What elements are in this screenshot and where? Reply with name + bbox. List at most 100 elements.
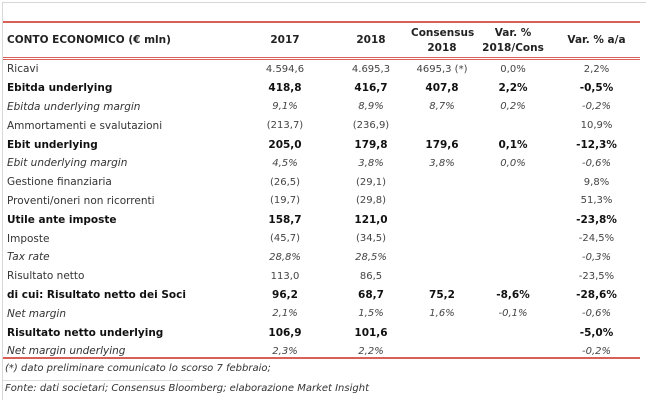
cell-consensus-2018: 179,6 [425, 138, 459, 151]
cell-2017: (213,7) [266, 120, 304, 132]
cell-var-2018-cons: 0,0% [500, 157, 526, 169]
cell-consensus-2018 [411, 210, 473, 229]
cell-var-2018-cons: 0,0% [500, 63, 526, 75]
cell-consensus-2018 [411, 192, 473, 211]
cell-2017: 2,1% [272, 308, 298, 320]
header-2018: 2018 [331, 24, 411, 59]
cell-2018: 416,7 [354, 82, 388, 95]
cell-var-2018-cons [473, 173, 553, 192]
cell-2018: 4.695,3 [351, 63, 391, 75]
cell-var-a-a: -0,2% [581, 345, 611, 357]
cell-label: Gestione finanziaria [7, 176, 112, 189]
cell-consensus-2018: 75,2 [429, 288, 455, 301]
cell-2018: (29,8) [355, 195, 387, 207]
cell-consensus-2018: 8,7% [429, 101, 455, 113]
cell-var-a-a: -23,5% [578, 270, 615, 282]
cell-label: Risultato netto underlying [7, 326, 164, 339]
cell-var-2018-cons [473, 229, 553, 248]
cell-label: Ebitda underlying margin [7, 100, 141, 113]
table-row: Ebitda underlying margin 9,1% 8,9% 8,7% 0,2%… [3, 98, 640, 117]
cell-label: Ebit underlying [7, 138, 98, 151]
table-row: Ebit underlying 205,0 179,8 179,6 0,1% -12,3% [3, 135, 640, 154]
cell-var-a-a: -0,3% [581, 251, 611, 263]
cell-var-a-a: 9,8% [583, 176, 610, 188]
table-row: di cui: Risultato netto dei Soci 96,2 68,7… [3, 286, 640, 305]
cell-var-2018-cons: 0,2% [500, 101, 526, 113]
cell-2017: 96,2 [272, 288, 298, 301]
cell-var-2018-cons [473, 248, 553, 267]
cell-2017: (45,7) [269, 233, 301, 245]
cell-var-a-a: -23,8% [576, 213, 617, 226]
cell-var-a-a: 51,3% [580, 195, 613, 207]
cell-2017: 158,7 [268, 213, 302, 226]
cell-2018: 8,9% [358, 101, 384, 113]
header-label: CONTO ECONOMICO (€ mln) [3, 24, 239, 59]
cell-2018: 101,6 [354, 326, 388, 339]
table-row: Imposte (45,7) (34,5) -24,5% [3, 229, 640, 248]
cell-consensus-2018: 1,6% [429, 308, 455, 320]
header-text: 2018 [356, 34, 386, 46]
header-text: Var. % a/a [567, 34, 626, 46]
cell-2017: 4.594,6 [265, 63, 305, 75]
cell-2018: (34,5) [355, 233, 387, 245]
header-text: 2018 [427, 41, 457, 54]
table-row: Proventi/oneri non ricorrenti (19,7) (29,8… [3, 192, 640, 211]
table-row: Gestione finanziaria (26,5) (29,1) 9,8% [3, 173, 640, 192]
header-text: Var. % [494, 26, 532, 39]
table-row: Tax rate 28,8% 28,5% -0,3% [3, 248, 640, 267]
header-text: 2018/Cons [482, 41, 544, 54]
cell-2017: 2,3% [272, 345, 298, 357]
cell-label: Proventi/oneri non ricorrenti [7, 194, 155, 207]
cell-2018: 2,2% [358, 345, 384, 357]
cell-consensus-2018 [411, 323, 473, 342]
table-top-rule [3, 21, 640, 23]
footnote-divider [3, 380, 193, 381]
cell-var-a-a: -28,6% [576, 288, 617, 301]
cell-consensus-2018 [411, 267, 473, 286]
cell-2018: 121,0 [354, 213, 388, 226]
cell-var-a-a: -12,3% [576, 138, 617, 151]
cell-var-a-a: -0,6% [581, 308, 611, 320]
header-2017: 2017 [239, 24, 331, 59]
cell-label: Risultato netto [7, 270, 85, 283]
table-row: Net margin 2,1% 1,5% 1,6% -0,1% -0,6% [3, 304, 640, 323]
cell-2018: (236,9) [352, 120, 390, 132]
cell-2018: 3,8% [358, 157, 384, 169]
cell-2018: 68,7 [358, 288, 384, 301]
cell-var-2018-cons [473, 192, 553, 211]
cell-2017: (19,7) [269, 195, 301, 207]
table-bottom-rule [3, 357, 640, 359]
cell-2017: (26,5) [269, 176, 301, 188]
cell-label: Ricavi [7, 63, 39, 76]
cell-2017: 113,0 [270, 270, 300, 282]
cell-var-2018-cons: -8,6% [496, 288, 530, 301]
cell-label: Net margin [7, 307, 66, 320]
cell-2017: 28,8% [269, 251, 301, 263]
header-var-2018-cons: Var. % 2018/Cons [473, 24, 553, 59]
cell-2017: 4,5% [272, 157, 298, 169]
header-var-a-a: Var. % a/a [553, 24, 640, 59]
table-header-row: CONTO ECONOMICO (€ mln) 2017 2018 Consensus… [3, 24, 640, 59]
cell-2018: 1,5% [358, 308, 384, 320]
cell-2018: 86,5 [359, 270, 383, 282]
cell-label: Ammortamenti e svalutazioni [7, 119, 163, 132]
cell-2018: 179,8 [354, 138, 388, 151]
cell-var-2018-cons [473, 116, 553, 135]
footnote: (*) dato preliminare comunicato lo scors… [5, 363, 271, 374]
cell-var-a-a: -0,5% [579, 82, 614, 95]
cell-consensus-2018 [411, 173, 473, 192]
cell-2017: 418,8 [268, 82, 302, 95]
table-row: Utile ante imposte 158,7 121,0 -23,8% [3, 210, 640, 229]
cell-2017: 205,0 [268, 138, 302, 151]
cell-var-2018-cons: 0,1% [498, 138, 528, 151]
cell-consensus-2018 [411, 229, 473, 248]
table-row: Ebitda underlying 418,8 416,7 407,8 2,2% -0,5… [3, 79, 640, 98]
cell-2018: (29,1) [355, 176, 387, 188]
table-row: Ammortamenti e svalutazioni (213,7) (236,9… [3, 116, 640, 135]
table-row: Net margin underlying 2,3% 2,2% -0,2% [3, 342, 640, 361]
cell-var-2018-cons: -0,1% [498, 308, 528, 320]
cell-var-2018-cons [473, 267, 553, 286]
cell-2018: 28,5% [355, 251, 387, 263]
cell-2017: 106,9 [268, 326, 302, 339]
